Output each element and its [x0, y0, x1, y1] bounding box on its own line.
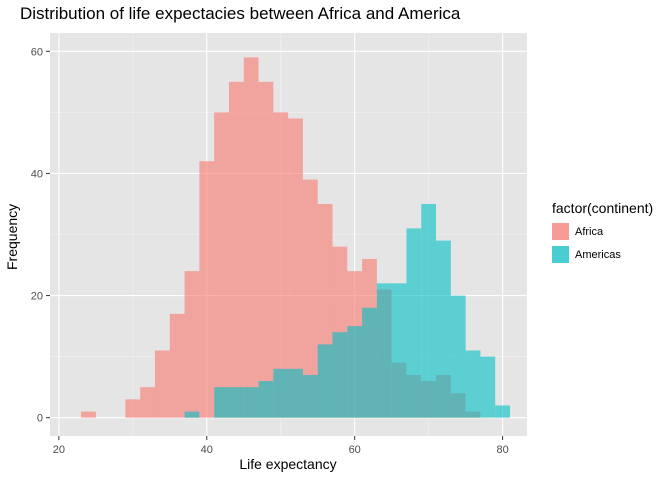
histogram-bar-africa: [273, 112, 289, 418]
histogram-bar-americas: [480, 356, 496, 418]
histogram-bar-africa: [214, 112, 229, 418]
y-axis-label: Frequency: [4, 203, 20, 270]
histogram-bar-africa: [288, 118, 303, 418]
legend-title: factor(continent): [552, 200, 654, 216]
histogram-bar-americas: [495, 405, 510, 418]
histogram-bar-americas: [302, 374, 318, 418]
histogram-bar-americas: [288, 368, 303, 418]
histogram-bar-americas: [450, 295, 466, 418]
x-tick-label: 60: [349, 444, 361, 456]
histogram-bar-africa: [184, 271, 200, 418]
axes: 20 40 60 80 0 20 40 60: [31, 46, 509, 456]
histogram-bar-americas: [465, 350, 481, 418]
histogram-bar-americas: [332, 332, 348, 418]
histogram-bar-americas: [214, 387, 229, 418]
histogram-bar-americas: [347, 326, 363, 418]
histogram-bar-africa: [155, 350, 170, 418]
histogram-bar-africa: [302, 179, 318, 418]
chart-title: Distribution of life expectacies between…: [20, 4, 461, 23]
legend-swatch-africa: [552, 223, 569, 240]
histogram-bar-americas: [317, 344, 333, 418]
x-tick-label: 80: [496, 444, 508, 456]
histogram-bar-americas: [258, 381, 274, 418]
histogram-bar-africa: [81, 411, 96, 418]
histogram-bars: [81, 57, 510, 418]
x-tick-label: 40: [201, 444, 213, 456]
histogram-bar-americas: [362, 307, 377, 418]
legend: factor(continent) Africa Americas: [552, 200, 653, 266]
histogram-bar-americas: [421, 203, 437, 418]
y-tick-label: 60: [31, 46, 43, 58]
histogram-bar-africa: [140, 387, 156, 418]
legend-key: [552, 246, 569, 263]
histogram-bar-africa: [199, 161, 215, 418]
legend-key: [552, 223, 569, 240]
y-tick-label: 40: [31, 168, 43, 180]
y-tick-label: 0: [37, 413, 43, 425]
histogram-bar-americas: [391, 283, 407, 418]
legend-item-americas: Americas: [552, 243, 653, 266]
legend-item-africa: Africa: [552, 220, 653, 243]
histogram-bar-americas: [376, 283, 392, 418]
legend-label-africa: Africa: [575, 225, 604, 238]
histogram-bar-americas: [273, 368, 289, 418]
x-tick-label: 20: [53, 444, 65, 456]
histogram-bar-africa: [169, 313, 185, 418]
histogram-bar-americas: [243, 387, 259, 418]
histogram-bar-americas: [184, 411, 200, 418]
histogram-bar-americas: [436, 240, 451, 418]
histogram-bar-africa: [258, 81, 274, 418]
legend-swatch-americas: [552, 246, 569, 263]
x-axis-label: Life expectancy: [239, 456, 337, 472]
histogram-bar-americas: [228, 387, 244, 418]
histogram-bar-africa: [228, 81, 244, 418]
legend-label-americas: Americas: [575, 248, 621, 261]
histogram-bar-africa: [243, 57, 259, 418]
y-tick-label: 20: [31, 291, 43, 303]
histogram-bar-americas: [406, 228, 422, 418]
histogram-bar-africa: [125, 399, 141, 418]
